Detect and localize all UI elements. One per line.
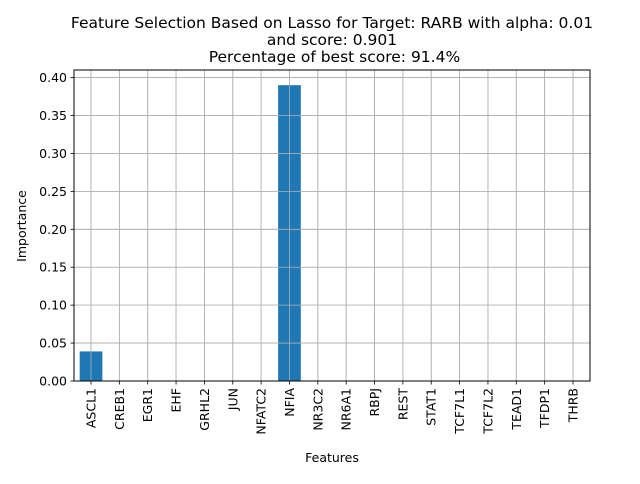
x-tick-label: GRHL2 [197, 388, 212, 431]
x-tick-label: TFDP1 [537, 388, 552, 429]
y-tick-label: 0.15 [39, 260, 67, 275]
y-tick-label: 0.25 [39, 184, 67, 199]
x-tick-label: EGR1 [140, 388, 155, 422]
y-tick-label: 0.30 [39, 146, 67, 161]
x-tick-label: NFATC2 [254, 388, 269, 435]
bars [74, 70, 590, 382]
title-line-2: and score: 0.901 [267, 31, 397, 49]
x-tick-label: REST [395, 388, 410, 421]
y-tick-label: 0.00 [39, 374, 67, 389]
y-tick-label: 0.05 [39, 336, 67, 351]
title-line-1: Feature Selection Based on Lasso for Tar… [71, 14, 593, 32]
x-tick-label: THRB [565, 388, 580, 423]
y-axis: 0.00 0.05 0.10 0.15 0.20 0.25 0.30 0.35 0.40 [39, 70, 74, 389]
x-tick-label: CREB1 [112, 388, 127, 430]
y-axis-label: Importance [14, 190, 29, 262]
y-tick-label: 0.20 [39, 222, 67, 237]
chart-title: Feature Selection Based on Lasso for Tar… [71, 14, 593, 66]
x-axis-label: Features [305, 450, 359, 465]
x-tick-label: NR3C2 [310, 388, 325, 431]
x-tick-label: TCF7L1 [452, 388, 467, 435]
y-tick-label: 0.10 [39, 298, 67, 313]
x-tick-label: TEAD1 [509, 388, 524, 431]
x-tick-label: TCF7L2 [480, 388, 495, 435]
x-tick-label: RBPJ [367, 388, 382, 417]
x-tick-label: NFIA [282, 388, 297, 417]
y-tick-label: 0.35 [39, 108, 67, 123]
x-tick-label: EHF [169, 388, 184, 413]
plot-frame [73, 69, 591, 382]
x-axis: ASCL1 CREB1 EGR1 EHF GRHL2 JUN NFATC2 NFIA NR3C2… [84, 381, 580, 435]
grid [74, 70, 590, 382]
x-tick-label: ASCL1 [84, 388, 99, 428]
title-line-3: Percentage of best score: 91.4% [204, 48, 460, 66]
y-tick-label: 0.40 [39, 70, 67, 85]
x-tick-label: NR6A1 [339, 388, 354, 431]
x-tick-label: JUN [225, 388, 240, 411]
x-tick-label: STAT1 [424, 388, 439, 426]
